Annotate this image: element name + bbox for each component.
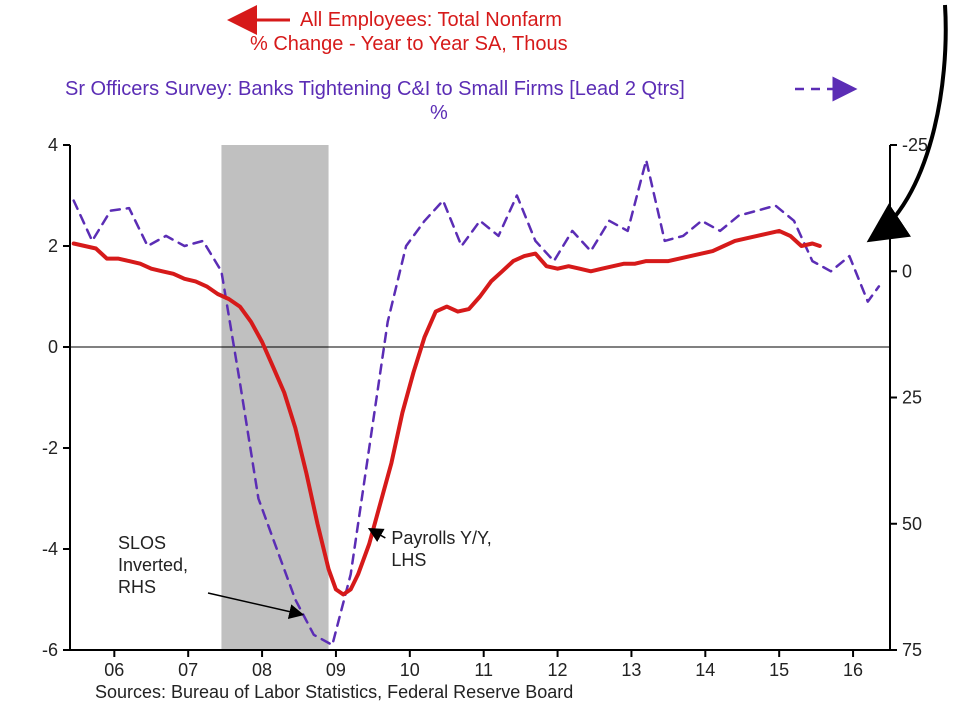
right-tick-label: 75 (902, 640, 922, 660)
x-tick-label: 16 (843, 660, 863, 680)
x-tick-label: 08 (252, 660, 272, 680)
left-tick-label: -4 (42, 539, 58, 559)
annotation-slos-label: RHS (118, 577, 156, 597)
x-tick-label: 07 (178, 660, 198, 680)
series-slos-inverted (74, 160, 879, 645)
x-tick-label: 14 (695, 660, 715, 680)
right-tick-label: -25 (902, 135, 928, 155)
left-tick-label: 0 (48, 337, 58, 357)
x-tick-label: 11 (474, 660, 493, 680)
left-tick-label: 2 (48, 236, 58, 256)
legend-series1-line2: % Change - Year to Year SA, Thous (250, 33, 568, 55)
dual-axis-line-chart: All Employees: Total Nonfarm% Change - Y… (0, 0, 960, 721)
left-tick-label: -6 (42, 640, 58, 660)
annotation-slos-label: SLOS (118, 533, 166, 553)
legend-series2-line2: % (430, 102, 448, 124)
external-arrow (870, 5, 946, 240)
left-tick-label: -2 (42, 438, 58, 458)
right-tick-label: 50 (902, 514, 922, 534)
annotation-payrolls-label: Payrolls Y/Y, (391, 528, 491, 548)
x-tick-label: 09 (326, 660, 346, 680)
x-tick-label: 10 (400, 660, 420, 680)
left-tick-label: 4 (48, 135, 58, 155)
right-tick-label: 0 (902, 261, 912, 281)
x-tick-label: 15 (769, 660, 789, 680)
annotation-payrolls-label: LHS (391, 550, 426, 570)
x-tick-label: 12 (548, 660, 568, 680)
annotation-slos-label: Inverted, (118, 555, 188, 575)
right-tick-label: 25 (902, 388, 922, 408)
chart-svg: All Employees: Total Nonfarm% Change - Y… (0, 0, 960, 721)
legend-series1-line1: All Employees: Total Nonfarm (300, 9, 562, 31)
source-caption: Sources: Bureau of Labor Statistics, Fed… (95, 682, 573, 702)
legend-series2-line1: Sr Officers Survey: Banks Tightening C&I… (65, 78, 685, 100)
x-tick-label: 13 (621, 660, 641, 680)
recession-band (221, 145, 328, 650)
x-tick-label: 06 (104, 660, 124, 680)
